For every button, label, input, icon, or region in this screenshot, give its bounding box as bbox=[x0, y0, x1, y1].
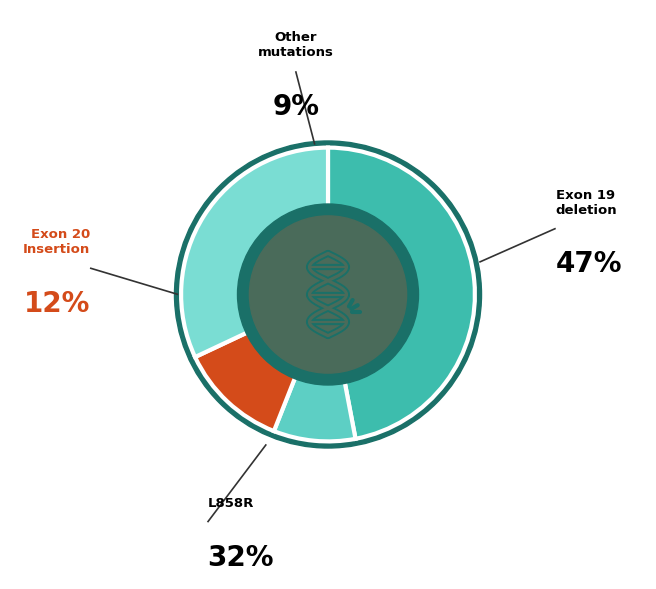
Wedge shape bbox=[328, 148, 475, 439]
Text: Exon 19
deletion: Exon 19 deletion bbox=[556, 188, 617, 217]
Text: L858R: L858R bbox=[207, 498, 254, 511]
Circle shape bbox=[237, 204, 419, 385]
Text: 12%: 12% bbox=[24, 290, 90, 318]
Wedge shape bbox=[181, 148, 328, 357]
Text: Other
mutations: Other mutations bbox=[258, 31, 334, 59]
Circle shape bbox=[174, 141, 482, 448]
Text: 32%: 32% bbox=[207, 544, 274, 573]
Wedge shape bbox=[195, 331, 297, 431]
Wedge shape bbox=[274, 373, 356, 441]
Circle shape bbox=[249, 216, 407, 373]
Text: Exon 20
Insertion: Exon 20 Insertion bbox=[23, 229, 90, 256]
Text: 47%: 47% bbox=[556, 250, 622, 279]
Text: 9%: 9% bbox=[272, 93, 319, 121]
